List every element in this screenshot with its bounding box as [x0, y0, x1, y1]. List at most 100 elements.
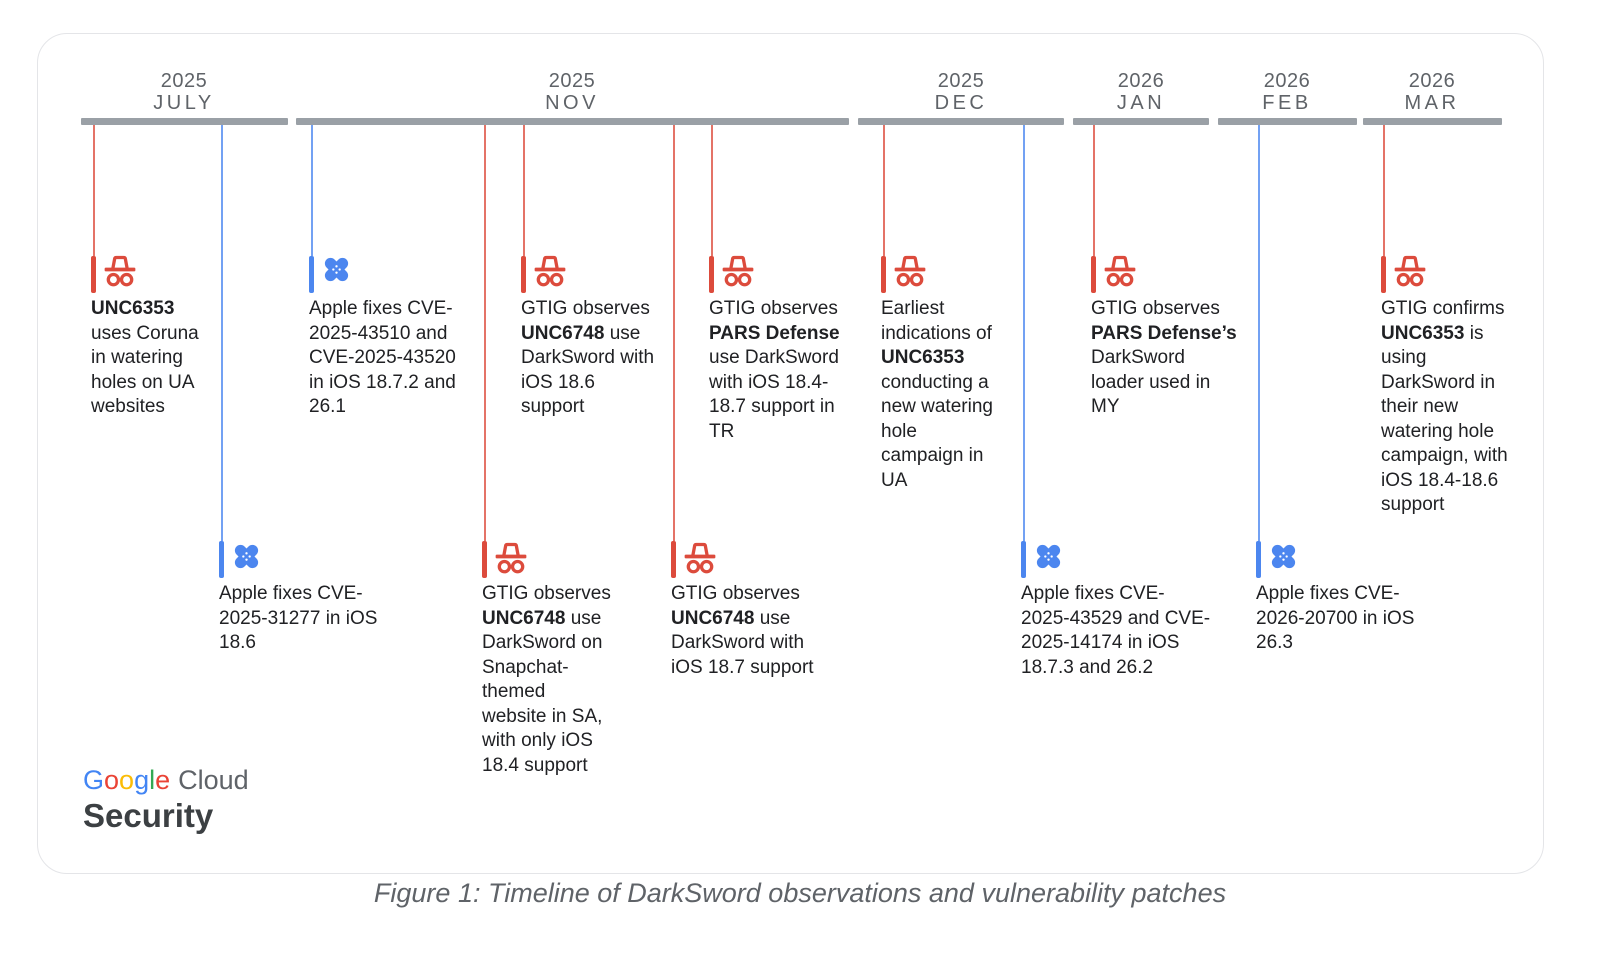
threat-event-text: GTIG observes UNC6748 use DarkSword with…: [521, 297, 661, 420]
month-name-label: MAR: [1404, 92, 1460, 114]
event-connector-line: [220, 125, 223, 541]
spy-hat-threat-icon: [892, 253, 928, 289]
event-connector-line: [1257, 125, 1260, 541]
event-connector-line: [522, 125, 525, 256]
event-tick: [482, 541, 487, 578]
month-name-label: NOV: [545, 92, 599, 114]
google-letter: G: [83, 765, 105, 795]
month-label: 2026 MAR: [1405, 70, 1460, 114]
threat-event-text: GTIG observes UNC6748 use DarkSword with…: [671, 582, 821, 680]
event-text-pre: GTIG observes: [709, 298, 838, 319]
threat-event-text: GTIG observes UNC6748 use DarkSword on S…: [482, 582, 612, 778]
month-label: 2025 DEC: [935, 70, 988, 114]
event-text-pre: GTIG observes: [1091, 298, 1220, 319]
event-text-bold: UNC6353: [1381, 322, 1465, 344]
google-wordmark: Google: [83, 765, 170, 795]
month-label: 2026 FEB: [1262, 70, 1311, 114]
google-letter: g: [134, 765, 150, 795]
timeline-card: Google Cloud Security 2025 JULY 2025 NOV 2025…: [37, 33, 1544, 874]
event-connector-line: [1022, 125, 1025, 541]
threat-event-text: GTIG confirms UNC6353 is using DarkSword…: [1381, 297, 1521, 518]
patch-event-text: Apple fixes CVE-2026-20700 in iOS 26.3: [1256, 582, 1418, 656]
event-text-post: is using DarkSword in their new watering…: [1381, 322, 1508, 516]
event-tick: [309, 256, 314, 293]
google-letter: l: [149, 765, 156, 795]
figure-caption: Figure 1: Timeline of DarkSword observat…: [373, 878, 1227, 908]
timeline-bar-segment: [1363, 118, 1502, 125]
event-tick: [671, 541, 676, 578]
event-text-pre: GTIG observes: [671, 583, 800, 604]
month-name-label: DEC: [934, 92, 988, 114]
threat-event-text: Earliest indications of UNC6353 conducti…: [881, 297, 1003, 493]
event-text-bold: UNC6748: [671, 607, 755, 629]
event-text-pre: GTIG confirms: [1381, 298, 1505, 319]
patch-event-text: Apple fixes CVE-2025-43529 and CVE-2025-…: [1021, 582, 1211, 680]
google-cloud-security-logo: Google Cloud Security: [83, 764, 249, 835]
event-text-bold: UNC6353: [881, 347, 965, 368]
month-label: 2025 NOV: [545, 70, 599, 114]
event-text-bold: PARS Defense’s: [1091, 322, 1237, 344]
month-year-label: 2026: [1408, 70, 1456, 92]
google-letter: e: [155, 765, 171, 795]
event-text-bold: PARS Defense: [709, 322, 840, 344]
event-text-pre: Apple fixes CVE-2025-43510 and CVE-2025-…: [309, 298, 456, 417]
event-tick: [1021, 541, 1026, 578]
event-text-post: conducting a new watering hole campaign …: [881, 371, 993, 491]
month-name-label: FEB: [1262, 92, 1312, 114]
month-label: 2026 JAN: [1117, 70, 1165, 114]
cloud-wordmark: Cloud: [178, 765, 249, 795]
spy-hat-threat-icon: [532, 253, 568, 289]
event-tick: [521, 256, 526, 293]
spy-hat-threat-icon: [682, 540, 718, 576]
event-text-post: uses Coruna in watering holes on UA webs…: [91, 322, 199, 418]
month-label: 2025 JULY: [153, 70, 214, 114]
event-tick: [709, 256, 714, 293]
event-text-pre: Apple fixes CVE-2025-31277 in iOS 18.6: [219, 583, 378, 653]
event-text-pre: Apple fixes CVE-2025-43529 and CVE-2025-…: [1021, 583, 1211, 678]
event-tick: [1256, 541, 1261, 578]
event-connector-line: [92, 125, 95, 256]
timeline-bar-segment: [1073, 118, 1209, 125]
event-tick: [1381, 256, 1386, 293]
event-text-pre: GTIG observes: [482, 583, 611, 604]
event-text-bold: UNC6748: [482, 607, 566, 629]
threat-event-text: GTIG observes PARS Defense’s DarkSword l…: [1091, 297, 1241, 420]
event-text-post: use DarkSword on Snapchat-themed website…: [482, 607, 603, 776]
event-tick: [881, 256, 886, 293]
event-text-post: DarkSword loader used in MY: [1091, 347, 1211, 417]
month-year-label: 2025: [937, 70, 985, 92]
month-year-label: 2026: [1117, 70, 1165, 92]
event-connector-line: [1382, 125, 1385, 256]
event-connector-line: [672, 125, 675, 541]
month-year-label: 2025: [160, 70, 208, 92]
google-cloud-wordmark: Google Cloud: [83, 764, 249, 796]
threat-event-text: UNC6353 uses Coruna in watering holes on…: [91, 297, 209, 420]
month-year-label: 2025: [548, 70, 596, 92]
event-text-bold: UNC6748: [521, 322, 605, 344]
timeline-bar-segment: [1218, 118, 1357, 125]
event-tick: [219, 541, 224, 578]
timeline-bar-segment: [858, 118, 1064, 125]
bandage-patch-icon: [1032, 540, 1065, 573]
google-letter: o: [119, 765, 135, 795]
event-connector-line: [1092, 125, 1095, 256]
google-letter: o: [104, 765, 120, 795]
event-connector-line: [710, 125, 713, 256]
month-year-label: 2026: [1263, 70, 1311, 92]
bandage-patch-icon: [320, 253, 353, 286]
event-text-pre: Apple fixes CVE-2026-20700 in iOS 26.3: [1256, 583, 1415, 653]
month-name-label: JAN: [1116, 92, 1166, 114]
timeline-bar-segment: [81, 118, 288, 125]
event-text-post: use DarkSword with iOS 18.4-18.7 support…: [709, 347, 839, 442]
bandage-patch-icon: [1267, 540, 1300, 573]
bandage-patch-icon: [230, 540, 263, 573]
spy-hat-threat-icon: [102, 253, 138, 289]
spy-hat-threat-icon: [1392, 253, 1428, 289]
spy-hat-threat-icon: [1102, 253, 1138, 289]
event-text-post: use DarkSword with iOS 18.6 support: [521, 322, 655, 418]
timeline-bar-segment: [296, 118, 849, 125]
event-connector-line: [483, 125, 486, 541]
event-text-post: use DarkSword with iOS 18.7 support: [671, 607, 814, 678]
event-tick: [91, 256, 96, 293]
